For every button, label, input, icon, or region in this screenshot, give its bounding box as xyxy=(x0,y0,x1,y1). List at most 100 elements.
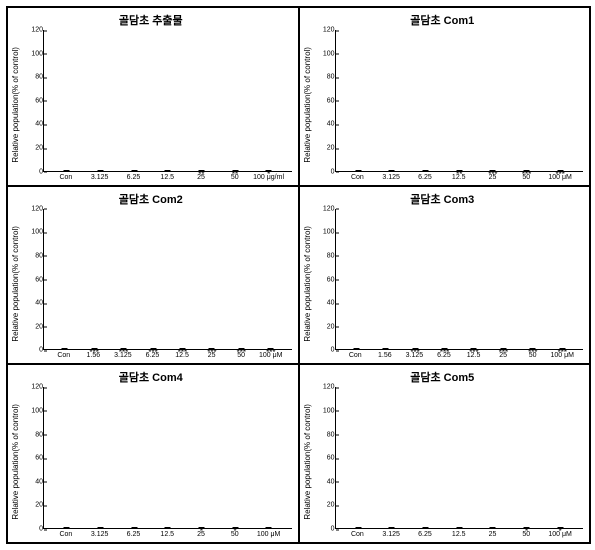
x-tick-label: 3.125 xyxy=(374,174,408,181)
y-tick-label: 100 xyxy=(323,229,335,236)
y-tick-label: 80 xyxy=(35,74,43,81)
x-tick-label: Con xyxy=(341,174,375,181)
x-tick-label: 25 xyxy=(476,531,510,538)
x-tick-label: 6.25 xyxy=(408,531,442,538)
y-tick-label: 60 xyxy=(35,97,43,104)
significance-marker: *** xyxy=(266,349,275,357)
y-tick-label: 60 xyxy=(327,455,335,462)
y-tick-label: 20 xyxy=(327,323,335,330)
significance-marker: ** xyxy=(456,171,462,179)
y-tick-label: 40 xyxy=(35,300,43,307)
y-tick-label: 20 xyxy=(35,145,43,152)
chart-panel: 골담초 Com1 Relative population(% of control… xyxy=(299,7,591,186)
y-tick-label: 100 xyxy=(31,407,43,414)
significance-marker: *** xyxy=(207,349,216,357)
y-tick-label: 80 xyxy=(327,74,335,81)
chart-title: 골담초 Com5 xyxy=(302,369,584,385)
y-tick-label: 120 xyxy=(31,27,43,34)
y-tick-label: 100 xyxy=(31,229,43,236)
plot-area: ********************* xyxy=(43,209,292,351)
significance-marker: *** xyxy=(440,349,449,357)
y-tick-label: 80 xyxy=(327,431,335,438)
plot-area: ** xyxy=(335,387,584,529)
y-tick-label: 120 xyxy=(323,205,335,212)
significance-marker: *** xyxy=(528,349,537,357)
significance-marker: *** xyxy=(469,349,478,357)
significance-marker: *** xyxy=(410,349,419,357)
x-tick-label: Con xyxy=(49,531,83,538)
y-tick-label: 40 xyxy=(35,121,43,128)
chart-panel: 골담초 Com4 Relative population(% of control… xyxy=(7,364,299,543)
x-tick-label: 100 μM xyxy=(252,531,286,538)
y-tick-label: 20 xyxy=(35,502,43,509)
y-tick-label: 40 xyxy=(327,121,335,128)
y-tick-label: 40 xyxy=(327,300,335,307)
significance-marker: ** xyxy=(198,171,204,179)
significance-marker: * xyxy=(200,528,203,536)
chart-panel: 골담초 추출물 Relative population(% of control)… xyxy=(7,7,299,186)
significance-marker: *** xyxy=(178,349,187,357)
y-tick-label: 100 xyxy=(31,50,43,57)
y-tick-label: 120 xyxy=(31,384,43,391)
y-tick-label: 100 xyxy=(323,50,335,57)
x-tick-label: 12.5 xyxy=(150,174,184,181)
x-tick-label: Con xyxy=(49,352,79,359)
y-tick-label: 40 xyxy=(327,478,335,485)
significance-marker: ** xyxy=(232,171,238,179)
significance-marker: *** xyxy=(555,171,564,179)
y-axis-label: Relative population(% of control) xyxy=(302,30,313,181)
chart-title: 골담초 Com2 xyxy=(10,191,292,207)
y-tick-label: 20 xyxy=(327,145,335,152)
y-tick-label: 80 xyxy=(35,431,43,438)
x-tick-label: 3.125 xyxy=(374,531,408,538)
y-tick-label: 120 xyxy=(323,27,335,34)
significance-marker: *** xyxy=(522,171,531,179)
x-tick-label: 6.25 xyxy=(408,174,442,181)
y-tick-label: 120 xyxy=(31,205,43,212)
x-tick-label: Con xyxy=(341,352,371,359)
chart-title: 골담초 Com4 xyxy=(10,369,292,385)
y-tick-label: 120 xyxy=(323,384,335,391)
significance-marker: *** xyxy=(558,349,567,357)
y-tick-label: 60 xyxy=(327,276,335,283)
y-axis-label: Relative population(% of control) xyxy=(10,209,21,360)
y-tick-label: 20 xyxy=(35,323,43,330)
plot-area: ***** xyxy=(43,30,292,172)
chart-title: 골담초 추출물 xyxy=(10,12,292,28)
y-tick-label: 80 xyxy=(35,252,43,259)
x-tick-label: 3.125 xyxy=(83,531,117,538)
x-tick-label: 12.5 xyxy=(150,531,184,538)
x-tick-label: 1.56 xyxy=(370,352,400,359)
significance-marker: *** xyxy=(89,349,98,357)
y-axis-label: Relative population(% of control) xyxy=(302,209,313,360)
chart-grid: 골담초 추출물 Relative population(% of control)… xyxy=(6,6,591,544)
x-tick-label: 3.125 xyxy=(83,174,117,181)
x-tick-label: 6.25 xyxy=(117,531,151,538)
significance-marker: *** xyxy=(499,349,508,357)
y-tick-label: 20 xyxy=(327,502,335,509)
significance-marker: *** xyxy=(119,349,128,357)
y-axis-label: Relative population(% of control) xyxy=(10,387,21,538)
significance-marker: *** xyxy=(488,171,497,179)
significance-marker: * xyxy=(559,528,562,536)
plot-area: *********** xyxy=(335,30,584,172)
chart-panel: 골담초 Com3 Relative population(% of control… xyxy=(299,186,591,365)
chart-panel: 골담초 Com2 Relative population(% of control… xyxy=(7,186,299,365)
significance-marker: * xyxy=(267,171,270,179)
plot-area: ** xyxy=(43,387,292,529)
x-tick-label: Con xyxy=(341,531,375,538)
y-tick-label: 40 xyxy=(35,478,43,485)
y-axis-label: Relative population(% of control) xyxy=(10,30,21,181)
x-tick-label: 12.5 xyxy=(442,531,476,538)
significance-marker: * xyxy=(233,528,236,536)
y-tick-label: 60 xyxy=(327,97,335,104)
significance-marker: * xyxy=(525,528,528,536)
chart-title: 골담초 Com1 xyxy=(302,12,584,28)
chart-panel: 골담초 Com5Relative population(% of control… xyxy=(299,364,591,543)
significance-marker: *** xyxy=(148,349,157,357)
x-tick-label: 6.25 xyxy=(117,174,151,181)
chart-title: 골담초 Com3 xyxy=(302,191,584,207)
x-tick-label: Con xyxy=(49,174,83,181)
y-tick-label: 60 xyxy=(35,276,43,283)
y-tick-label: 60 xyxy=(35,455,43,462)
